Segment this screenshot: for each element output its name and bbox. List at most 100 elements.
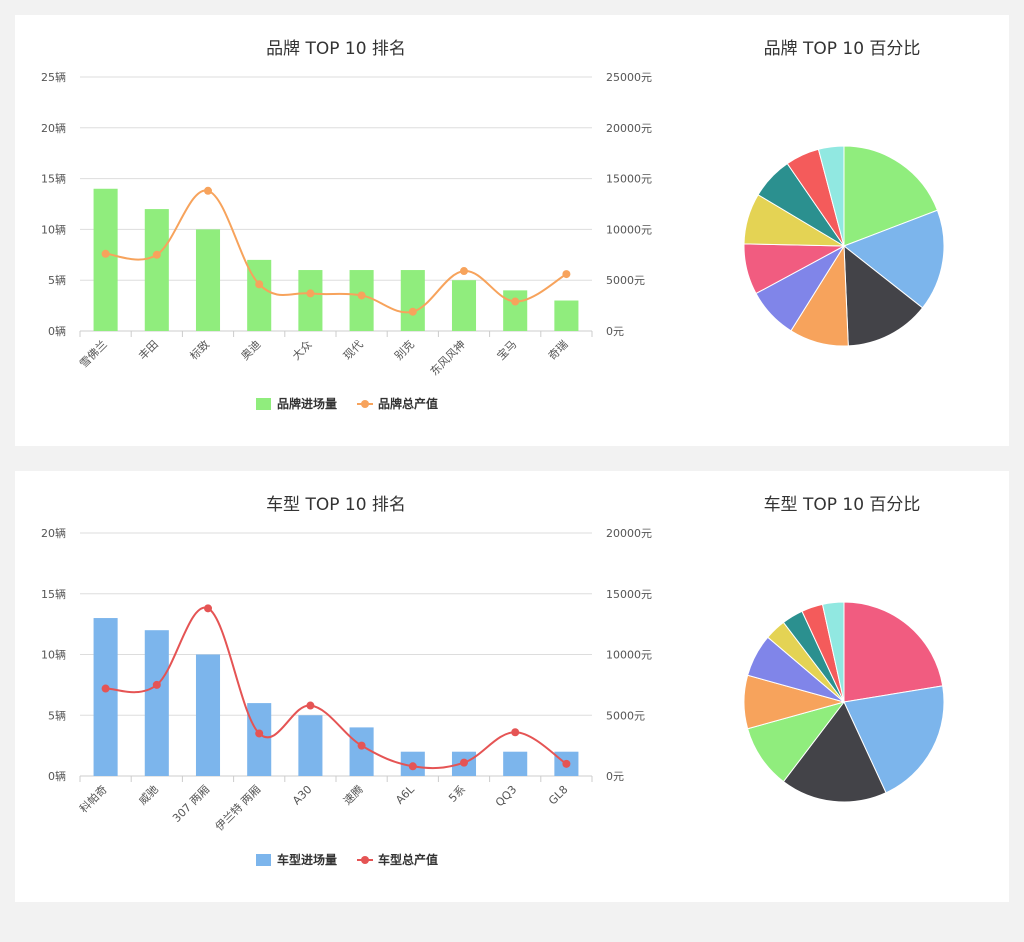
model-rank-category-label: A6L	[393, 782, 417, 806]
model-rank-line-point	[357, 741, 366, 750]
brand-rank-line-point	[101, 249, 110, 258]
model-rank-bar	[349, 727, 374, 776]
model-rank-y-left-tick: 5辆	[48, 708, 66, 722]
model-rank-title: 车型 TOP 10 排名	[266, 495, 406, 515]
brand-rank-category-label: 现代	[341, 338, 366, 363]
brand-rank-y-left-tick: 15辆	[41, 172, 66, 186]
brand-rank-bar	[503, 290, 528, 331]
brand-rank-line-point	[511, 297, 520, 306]
model-rank-bar	[503, 751, 528, 776]
model-rank-bar	[247, 703, 272, 776]
model-rank-category-label: QQ3	[493, 783, 519, 809]
model-rank-y-left-tick: 15辆	[41, 587, 66, 601]
model-rank-y-right-tick: 15000元	[606, 588, 652, 601]
brand-rank-legend-bar-swatch	[256, 398, 271, 410]
brand-rank-category-label: 东风风神	[427, 337, 468, 378]
brand-rank-bar	[93, 188, 118, 331]
brand-rank-y-left-tick: 25辆	[41, 70, 66, 84]
brand-rank-bar	[298, 270, 323, 331]
brand-pie-title: 品牌 TOP 10 百分比	[764, 39, 921, 59]
model-rank-legend-line-marker	[361, 856, 369, 864]
model-rank-y-left-tick: 0辆	[48, 769, 66, 783]
brand-rank-y-right-tick: 15000元	[606, 173, 652, 186]
model-rank-y-left-tick: 20辆	[41, 526, 66, 540]
model-pie-slice	[821, 601, 845, 703]
model-rank-category-label: 速腾	[340, 782, 365, 807]
brand-pie-slice	[843, 145, 939, 247]
model-rank-bar	[144, 630, 169, 776]
model-rank-bar	[195, 654, 221, 776]
model-rank-line-point	[152, 680, 161, 689]
model-pie-slice	[782, 701, 887, 803]
brand-rank-y-right-tick: 25000元	[606, 71, 652, 84]
model-rank-line-point	[562, 759, 571, 768]
model-panel: 车型 TOP 10 排名 0辆 5辆 10辆 15辆 20辆 0元 5000元 10000元 15…	[15, 471, 1009, 902]
model-rank-line-point	[408, 762, 417, 771]
brand-rank-title: 品牌 TOP 10 排名	[266, 39, 406, 59]
brand-rank-legend-line-label: 品牌总产值	[378, 396, 438, 411]
brand-rank-line-point	[562, 270, 571, 279]
brand-rank-category-label: 别克	[392, 338, 417, 363]
brand-rank-category-label: 宝马	[494, 337, 519, 362]
model-rank-legend-bar-swatch	[256, 854, 271, 866]
model-rank-line-series	[105, 606, 567, 770]
brand-rank-legend-bar-label: 品牌进场量	[277, 396, 337, 411]
model-rank-y-right-tick: 0元	[606, 770, 624, 783]
model-rank-category-label: 科帕奇	[76, 782, 109, 815]
brand-rank-y-left-tick: 20辆	[41, 121, 66, 135]
model-rank-y-right-tick: 10000元	[606, 649, 652, 662]
brand-rank-y-right-tick: 0元	[606, 325, 624, 338]
model-pie-slice	[843, 685, 945, 794]
model-rank-category-label: GL8	[546, 783, 571, 808]
brand-rank-bar	[195, 229, 221, 331]
brand-rank-legend-line-marker	[361, 400, 369, 408]
model-rank-line-point	[511, 728, 520, 737]
brand-rank-bar	[349, 270, 374, 331]
model-rank-category-label: 威驰	[135, 782, 160, 807]
brand-pie-slice	[843, 244, 924, 347]
model-rank-y-right-tick: 20000元	[606, 527, 652, 540]
brand-rank-line-point	[255, 280, 264, 289]
model-rank-line-point	[460, 758, 468, 767]
brand-rank-bar	[400, 270, 425, 331]
brand-rank-category-label: 丰田	[136, 338, 161, 363]
model-rank-category-label: 307 两厢	[170, 783, 212, 825]
model-pie-title: 车型 TOP 10 百分比	[764, 495, 921, 515]
brand-panel: 品牌 TOP 10 排名 0辆 5辆 10辆 15辆 20辆 25辆 0元 5000元 10000…	[15, 15, 1009, 446]
model-rank-y-right-tick: 5000元	[606, 709, 645, 722]
brand-rank-line-point	[408, 307, 417, 316]
model-rank-category-label: A30	[290, 783, 314, 807]
model-pie-slice	[843, 601, 944, 703]
model-rank-legend-bar-label: 车型进场量	[277, 852, 337, 867]
brand-rank-line-point	[204, 186, 212, 195]
brand-pie-slice	[842, 209, 945, 309]
model-chart-svg: 车型 TOP 10 排名 0辆 5辆 10辆 15辆 20辆 0元 5000元 10000元 15…	[41, 495, 945, 867]
brand-rank-line-point	[152, 250, 161, 259]
brand-rank-line-point	[306, 289, 315, 298]
model-rank-bar	[298, 715, 323, 776]
brand-rank-category-label: 奥迪	[238, 337, 263, 362]
brand-rank-y-right-tick: 5000元	[606, 274, 645, 287]
brand-rank-category-label: 奇瑞	[545, 337, 570, 362]
brand-rank-bar	[144, 209, 169, 331]
model-rank-category-label: 伊兰特 两厢	[212, 782, 263, 833]
model-rank-y-left-tick: 10辆	[41, 648, 66, 662]
brand-rank-line-series	[105, 189, 567, 314]
model-rank-line-point	[306, 701, 315, 710]
brand-rank-y-left-tick: 10辆	[41, 222, 66, 236]
brand-chart-svg: 品牌 TOP 10 排名 0辆 5辆 10辆 15辆 20辆 25辆 0元 5000元 10000…	[41, 39, 945, 411]
model-rank-line-point	[101, 684, 110, 693]
model-rank-line-point	[204, 604, 212, 613]
brand-rank-category-label: 大众	[289, 337, 314, 362]
model-rank-bar	[93, 618, 118, 776]
brand-rank-line-point	[357, 291, 366, 300]
brand-rank-bar	[554, 300, 579, 331]
model-rank-legend-line-label: 车型总产值	[378, 852, 438, 867]
brand-rank-y-left-tick: 0辆	[48, 324, 66, 338]
brand-rank-y-left-tick: 5辆	[48, 273, 66, 287]
brand-rank-y-right-tick: 10000元	[606, 223, 652, 236]
brand-rank-bar	[451, 280, 477, 331]
model-rank-line-point	[255, 729, 264, 738]
brand-rank-category-label: 雪佛兰	[77, 338, 110, 371]
brand-rank-category-label: 标致	[187, 337, 212, 362]
